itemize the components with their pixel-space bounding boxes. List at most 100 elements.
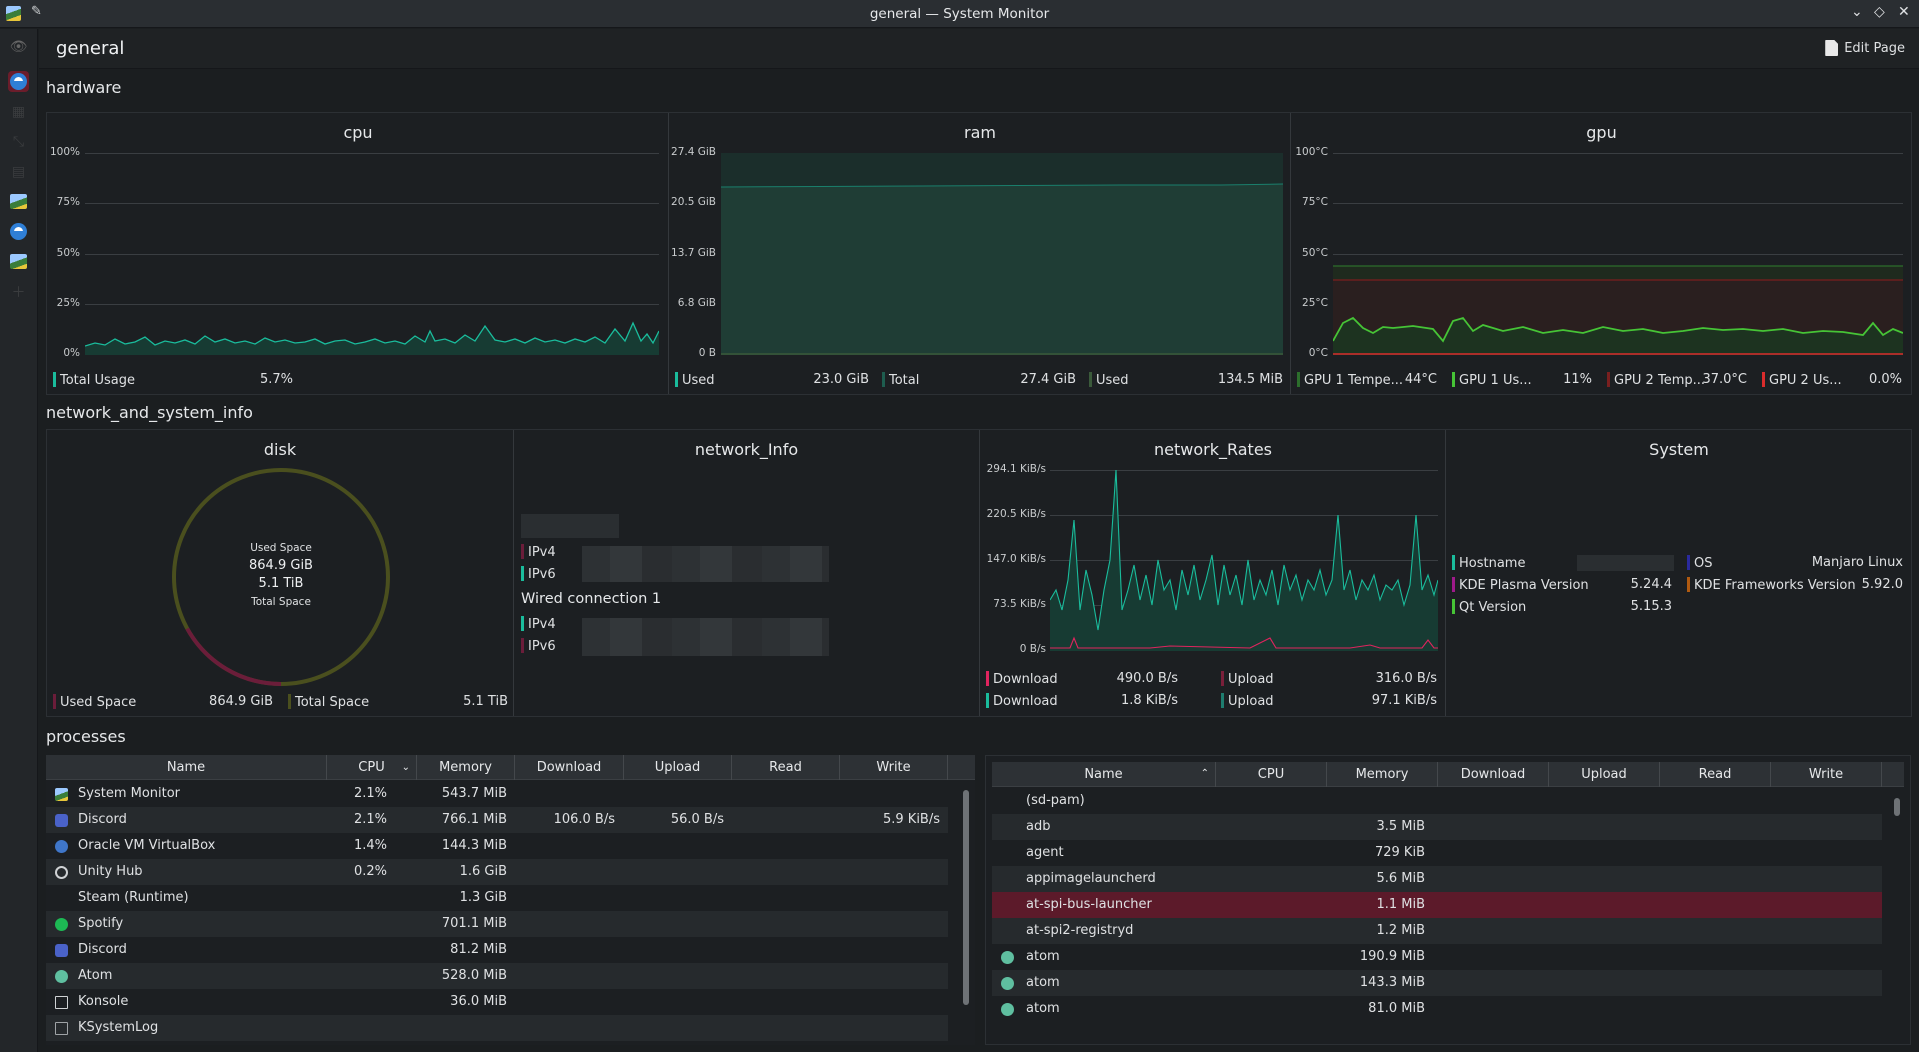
disk-legend-used: Used Space 864.9 GiB xyxy=(53,694,273,710)
gpu-legend-gpu2-usage: GPU 2 Us... 0.0% xyxy=(1762,372,1902,388)
table-row[interactable]: atom 81.0 MiB xyxy=(992,996,1882,1022)
system-value: 5.15.3 xyxy=(1630,599,1672,614)
table-row[interactable]: agent 729 KiB xyxy=(992,840,1882,866)
legend-value: 864.9 GiB xyxy=(209,694,273,709)
column-header-read[interactable]: Read xyxy=(1660,762,1771,787)
cell-rd xyxy=(732,781,832,807)
legend-label: Download xyxy=(993,694,1058,709)
legend-value: 1.8 KiB/s xyxy=(1120,693,1178,708)
legend-swatch xyxy=(1452,555,1455,570)
table-header: Name CPU ⌄ Memory Download Upload Read Wr… xyxy=(46,755,975,780)
sidebar-item-custom[interactable] xyxy=(8,251,29,272)
column-header-download[interactable]: Download xyxy=(515,755,624,780)
y-tick: 147.0 KiB/s xyxy=(986,553,1046,565)
table-row[interactable]: Konsole 36.0 MiB xyxy=(46,989,948,1015)
legend-swatch xyxy=(53,372,56,387)
cell-mem: 1.6 GiB xyxy=(459,864,507,879)
table-row[interactable]: Atom 528.0 MiB xyxy=(46,963,948,989)
edit-page-button[interactable]: Edit Page xyxy=(1825,40,1905,56)
legend-swatch xyxy=(288,694,291,709)
ram-panel: ram 27.4 GiB 20.5 GiB 13.7 GiB 6.8 GiB 0… xyxy=(668,113,1291,394)
cell-name: appimagelauncherd xyxy=(1026,871,1156,886)
column-header-memory[interactable]: Memory xyxy=(417,755,515,780)
y-tick: 25% xyxy=(56,297,80,309)
legend-value: 11% xyxy=(1563,372,1592,387)
table-row[interactable]: atom 190.9 MiB xyxy=(992,944,1882,970)
column-header-cpu[interactable]: CPU ⌄ xyxy=(327,755,417,780)
cell-mem xyxy=(417,1015,507,1041)
atom-icon xyxy=(55,970,68,983)
maximize-icon[interactable]: ◇ xyxy=(1874,4,1885,20)
system-value: 5.92.0 xyxy=(1861,577,1903,592)
column-header-upload[interactable]: Upload xyxy=(1549,762,1660,787)
table-row[interactable]: at-spi2-registryd 1.2 MiB xyxy=(992,918,1882,944)
add-page-icon[interactable]: ＋ xyxy=(11,284,26,301)
table-row[interactable]: (sd-pam) xyxy=(992,788,1882,814)
table-row[interactable]: Spotify 701.1 MiB xyxy=(46,911,948,937)
cell-name: Oracle VM VirtualBox xyxy=(78,838,216,853)
column-header-read[interactable]: Read xyxy=(732,755,840,780)
overview-icon[interactable]: 👁 xyxy=(9,38,28,55)
cell-ul xyxy=(624,989,724,1015)
table-row[interactable]: Unity Hub 0.2% 1.6 GiB xyxy=(46,859,948,885)
sidebar-item-network[interactable] xyxy=(8,221,29,242)
cell-mem: 144.3 MiB xyxy=(441,838,507,853)
column-header-write[interactable]: Write xyxy=(840,755,948,780)
close-icon[interactable]: ✕ xyxy=(1898,4,1910,20)
history-icon[interactable]: ⤡ xyxy=(12,133,25,150)
y-tick: 27.4 GiB xyxy=(671,146,716,158)
cell-name: adb xyxy=(1026,819,1051,834)
column-header-name[interactable]: Name xyxy=(46,755,327,780)
legend-value: 5.7% xyxy=(259,372,293,387)
sidebar-item-general[interactable] xyxy=(8,71,29,92)
processes-icon[interactable]: ▤ xyxy=(11,163,26,180)
gpu-panel: gpu 100°C 75°C 50°C 25°C 0°C GPU 1 Tempe… xyxy=(1290,113,1912,394)
column-header-memory[interactable]: Memory xyxy=(1327,762,1438,787)
cell-wr xyxy=(840,937,940,963)
table-row[interactable]: KSystemLog xyxy=(46,1015,948,1041)
network-rates-line-chart xyxy=(1050,470,1438,651)
column-header-write[interactable]: Write xyxy=(1771,762,1882,787)
table-row[interactable]: Discord 81.2 MiB xyxy=(46,937,948,963)
scrollbar-thumb[interactable] xyxy=(963,790,969,1005)
cell-name: Konsole xyxy=(78,994,129,1009)
table-row[interactable]: adb 3.5 MiB xyxy=(992,814,1882,840)
y-tick: 0 B xyxy=(698,347,716,359)
system-label: Qt Version xyxy=(1459,600,1527,615)
legend-label: Used xyxy=(682,373,715,388)
legend-label: Upload xyxy=(1228,672,1274,687)
column-header-cpu[interactable]: CPU xyxy=(1216,762,1327,787)
disk-center-values: 864.9 GiB 5.1 TiB xyxy=(170,557,392,593)
table-row[interactable]: atom 143.3 MiB xyxy=(992,970,1882,996)
cell-ul xyxy=(624,859,724,885)
table-row[interactable]: appimagelauncherd 5.6 MiB xyxy=(992,866,1882,892)
y-tick: 6.8 GiB xyxy=(677,297,716,309)
cell-wr: 5.9 KiB/s xyxy=(882,812,940,827)
cell-name: at-spi2-registryd xyxy=(1026,923,1134,938)
disk-used-arc xyxy=(185,627,282,686)
table-row[interactable]: Oracle VM VirtualBox 1.4% 144.3 MiB xyxy=(46,833,948,859)
legend-value: 27.4 GiB xyxy=(1020,372,1076,387)
applications-icon[interactable]: ▦ xyxy=(11,103,26,120)
cell-mem: 766.1 MiB xyxy=(441,812,507,827)
column-header-name[interactable]: Name ⌃ xyxy=(992,762,1216,787)
sidebar-item-hardware[interactable] xyxy=(8,191,29,212)
column-header-download[interactable]: Download xyxy=(1438,762,1549,787)
pin-icon[interactable]: ✎ xyxy=(31,4,42,19)
cell-mem: 543.7 MiB xyxy=(441,786,507,801)
cell-rd xyxy=(732,807,832,833)
cell-mem: 1.1 MiB xyxy=(1376,897,1425,912)
cell-cpu xyxy=(327,1015,387,1041)
cell-ul xyxy=(624,937,724,963)
column-header-upload[interactable]: Upload xyxy=(624,755,732,780)
table-row[interactable]: System Monitor 2.1% 543.7 MiB xyxy=(46,781,948,807)
legend-swatch xyxy=(1687,577,1690,592)
cell-rd xyxy=(732,885,832,911)
cell-wr xyxy=(840,833,940,859)
y-tick: 50% xyxy=(56,247,80,259)
table-row[interactable]: Discord 2.1% 766.1 MiB 106.0 B/s 56.0 B/s 5.9… xyxy=(46,807,948,833)
table-row[interactable]: at-spi-bus-launcher 1.1 MiB xyxy=(992,892,1882,918)
table-row[interactable]: Steam (Runtime) 1.3 GiB xyxy=(46,885,948,911)
scrollbar-thumb[interactable] xyxy=(1894,798,1900,816)
minimize-icon[interactable]: ⌄ xyxy=(1851,4,1863,20)
